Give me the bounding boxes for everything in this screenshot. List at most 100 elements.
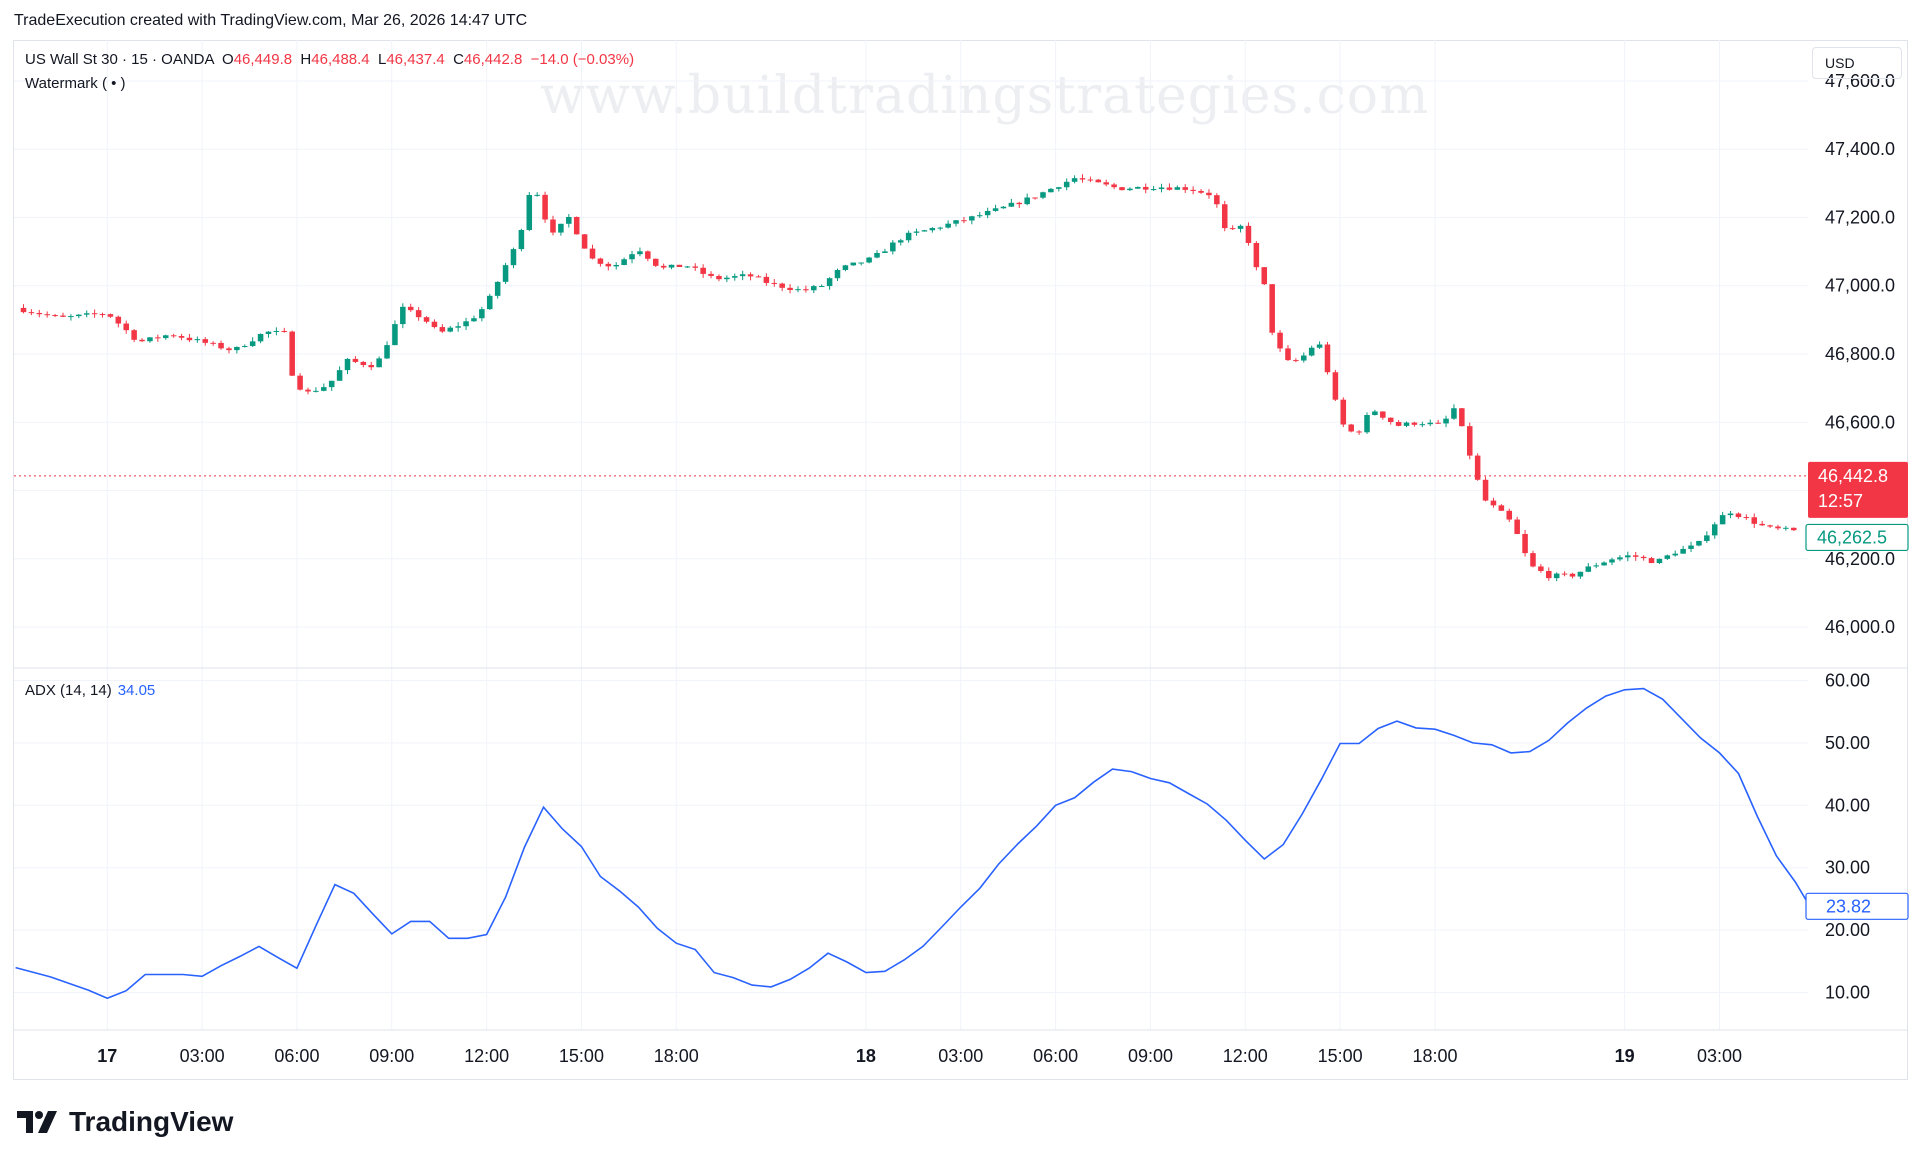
candle-body — [321, 387, 327, 391]
candle-body — [1451, 408, 1457, 419]
price-tick-label: 46,000.0 — [1825, 617, 1895, 637]
candle-body — [1316, 344, 1323, 348]
candle-body — [1024, 197, 1030, 205]
candle-body — [297, 375, 303, 390]
candle-body — [755, 276, 762, 278]
candle-body — [155, 337, 161, 339]
candle-body — [645, 251, 651, 259]
candle-body — [486, 295, 493, 310]
candle-body — [1395, 422, 1402, 426]
candle-body — [771, 282, 778, 284]
candle-body — [1727, 513, 1734, 516]
candle-body — [1135, 186, 1141, 189]
tradingview-brand[interactable]: TradingView — [17, 1106, 233, 1138]
candle-body — [1127, 188, 1133, 191]
time-tick-label: 17 — [97, 1046, 117, 1066]
candle-body — [479, 309, 485, 319]
candle-body — [407, 306, 414, 311]
candle-body — [115, 316, 122, 324]
candle-body — [1269, 284, 1275, 333]
candle-body — [1419, 424, 1426, 426]
candle-body — [534, 194, 540, 196]
current-price-label: 46,442.8 — [1818, 466, 1888, 486]
candle-body — [194, 339, 201, 341]
adx-legend[interactable]: ADX (14, 14) 34.05 — [25, 682, 155, 699]
candle-body — [581, 234, 588, 249]
candle-body — [518, 229, 525, 250]
candle-body — [226, 348, 232, 351]
candle-body — [976, 215, 983, 217]
candle-body — [1032, 197, 1038, 199]
candle-body — [1427, 422, 1433, 425]
adx-axis: 60.00 50.00 40.00 30.00 20.00 10.00 — [1825, 670, 1870, 1002]
candle-body — [708, 273, 714, 276]
current-price-badge — [1808, 461, 1908, 518]
time-tick-label: 18:00 — [1412, 1046, 1457, 1066]
candle-body — [1087, 179, 1094, 181]
candle-body — [1040, 192, 1046, 198]
secondary-price-badge — [1805, 523, 1909, 552]
candle-body — [1340, 399, 1347, 425]
candle-body — [20, 307, 27, 313]
candle-body — [1324, 344, 1331, 373]
candle-body — [573, 216, 580, 235]
candle-body — [724, 277, 730, 280]
tradingview-logo-icon — [17, 1111, 57, 1133]
adx-tick-label: 50.00 — [1825, 733, 1870, 753]
time-tick-label: 09:00 — [1128, 1046, 1173, 1066]
candle-body — [1348, 424, 1354, 432]
candle-body — [1577, 571, 1584, 577]
candle-body — [937, 227, 944, 229]
candle-body — [668, 264, 675, 268]
candle-body — [131, 330, 137, 340]
time-tick-label: 03:00 — [1697, 1046, 1742, 1066]
candle-body — [605, 263, 612, 267]
candle-body — [257, 333, 264, 342]
candle-body — [969, 216, 975, 221]
currency-button[interactable]: USD — [1812, 47, 1902, 79]
candle-body — [1743, 517, 1750, 519]
candle-body — [249, 341, 256, 347]
candle-body — [1048, 188, 1054, 193]
candle-body — [218, 342, 224, 349]
candle-body — [779, 283, 785, 288]
watermark-indicator-legend[interactable]: Watermark ( • ) — [25, 75, 126, 92]
time-tick-label: 06:00 — [274, 1046, 319, 1066]
candle-body — [1443, 418, 1449, 424]
candle-body — [1561, 573, 1568, 575]
candle-body — [684, 266, 691, 268]
candle-body — [60, 315, 66, 317]
candle-body — [621, 259, 627, 265]
adx-series-line — [15, 687, 1831, 1000]
price-candles — [14, 174, 1808, 582]
adx-legend-value: 34.05 — [117, 682, 156, 699]
candle-body — [1277, 332, 1283, 349]
candle-body — [1498, 505, 1505, 511]
candle-body — [929, 228, 936, 231]
candle-body — [818, 286, 825, 288]
candle-body — [542, 194, 548, 220]
candle-body — [1538, 566, 1544, 571]
candle-body — [1767, 525, 1773, 527]
candle-body — [747, 274, 754, 277]
candle-body — [313, 390, 319, 392]
symbol-legend[interactable]: US Wall St 30 · 15 · OANDA O46,449.8 H46… — [25, 51, 634, 68]
candle-body — [1364, 415, 1370, 433]
open-label: O — [222, 51, 234, 68]
high-value: 46,488.4 — [311, 51, 370, 68]
time-tick-label: 06:00 — [1033, 1046, 1078, 1066]
candle-body — [384, 345, 390, 359]
candle-body — [170, 335, 177, 337]
candle-body — [91, 313, 98, 315]
candle-body — [803, 289, 809, 291]
candle-body — [1372, 411, 1378, 416]
candle-body — [368, 364, 374, 368]
candle-body — [210, 342, 216, 344]
time-tick-label: 12:00 — [464, 1046, 509, 1066]
change-value: −14.0 (−0.03%) — [530, 51, 635, 68]
candle-body — [1308, 347, 1315, 356]
adx-tick-label: 20.00 — [1825, 920, 1870, 940]
candle-body — [68, 316, 74, 318]
candle-body — [992, 208, 999, 211]
